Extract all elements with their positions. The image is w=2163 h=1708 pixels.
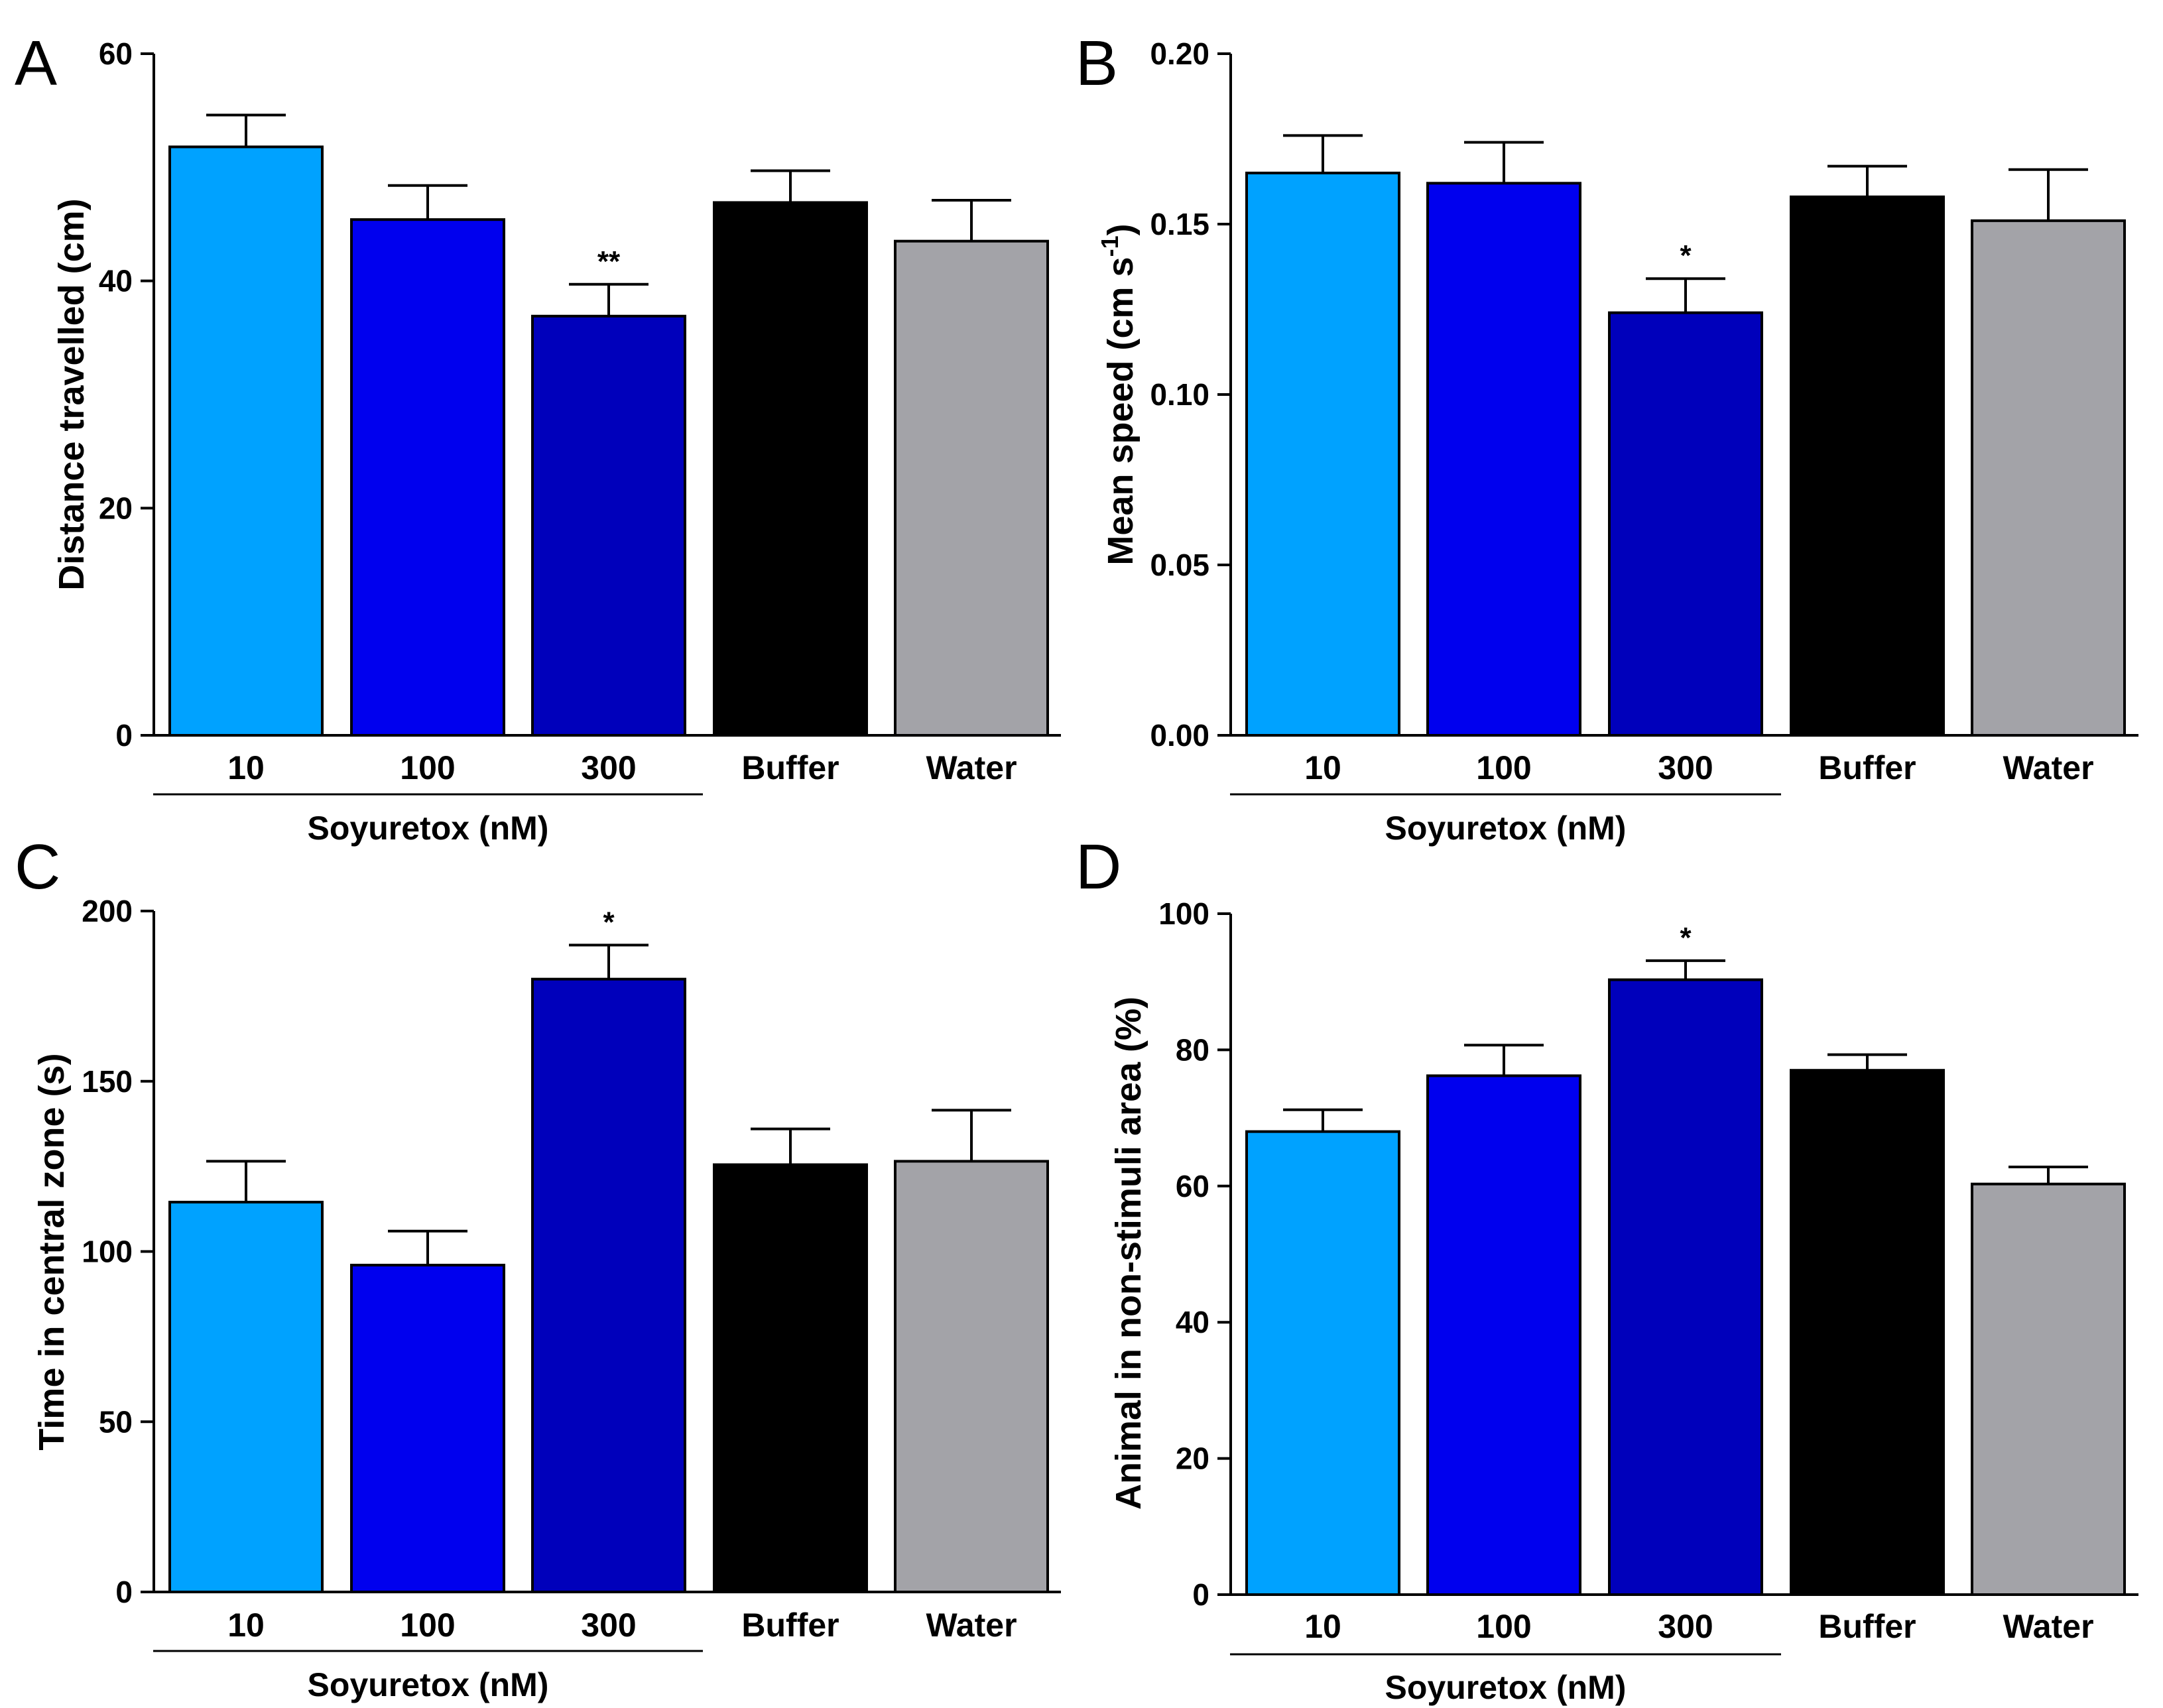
y-tick-label: 0.05 bbox=[1150, 548, 1209, 582]
x-category-label: Water bbox=[2003, 1608, 2093, 1645]
significance-mark: * bbox=[1680, 239, 1692, 272]
bar-10 bbox=[168, 1201, 324, 1593]
bar-300 bbox=[531, 977, 686, 1593]
y-tick-label: 80 bbox=[1176, 1032, 1209, 1067]
group-label: Soyuretox (nM) bbox=[1385, 1669, 1627, 1706]
significance-mark: ** bbox=[597, 245, 621, 278]
significance-mark: * bbox=[603, 906, 615, 938]
bar-water bbox=[1971, 219, 2126, 737]
bar-300 bbox=[1608, 311, 1763, 737]
panel-letter-b: B bbox=[1076, 28, 1118, 99]
x-category-label: 300 bbox=[581, 1607, 636, 1644]
bar-buffer bbox=[1790, 195, 1945, 737]
y-tick-label: 100 bbox=[1158, 896, 1209, 931]
bar-100 bbox=[1426, 182, 1581, 737]
panel-a: A 0 20 40 60 Distance travelled (cm) 10 100 ** 30… bbox=[15, 28, 1061, 847]
bar-100 bbox=[350, 1264, 505, 1594]
y-tick-label: 20 bbox=[99, 491, 133, 525]
bar-water bbox=[1971, 1182, 2126, 1596]
y-tick-label: 40 bbox=[1176, 1305, 1209, 1339]
y-axis-title: Animal in non-stimuli area (%) bbox=[1109, 997, 1148, 1510]
group-label: Soyuretox (nM) bbox=[308, 810, 549, 847]
x-category-label: 100 bbox=[1476, 1608, 1531, 1645]
x-category-label: Buffer bbox=[1818, 749, 1916, 786]
x-category-label: 100 bbox=[400, 749, 455, 786]
y-axis-title-superscript: -1 bbox=[1096, 235, 1123, 257]
panel-c: C 0 50 100 150 200 Time in central zone (s) 10 1… bbox=[15, 831, 1061, 1703]
x-category-label: Water bbox=[926, 1607, 1017, 1644]
group-label: Soyuretox (nM) bbox=[308, 1666, 549, 1703]
y-axis-title-end: ) bbox=[1101, 223, 1141, 235]
y-tick-label: 40 bbox=[99, 264, 133, 298]
x-category-label: 300 bbox=[1658, 749, 1713, 786]
y-tick-label: 200 bbox=[82, 894, 133, 928]
bar-buffer bbox=[713, 201, 868, 737]
significance-mark: * bbox=[1680, 922, 1692, 954]
x-category-label: 100 bbox=[1476, 749, 1531, 786]
x-category-label: 300 bbox=[581, 749, 636, 786]
panel-letter-d: D bbox=[1076, 831, 1121, 902]
bar-water bbox=[894, 1160, 1049, 1593]
bar-10 bbox=[168, 145, 324, 737]
x-category-label: 10 bbox=[1304, 1608, 1341, 1645]
x-category-label: Water bbox=[2003, 749, 2093, 786]
y-axis-title: Distance travelled (cm) bbox=[52, 198, 92, 590]
y-tick-label: 0.00 bbox=[1150, 718, 1209, 753]
y-tick-label: 50 bbox=[99, 1404, 133, 1439]
bar-300 bbox=[531, 314, 686, 737]
y-tick-label: 20 bbox=[1176, 1441, 1209, 1476]
bar-10 bbox=[1245, 1130, 1400, 1596]
bar-300 bbox=[1608, 978, 1763, 1596]
y-tick-label: 0.20 bbox=[1150, 36, 1209, 71]
x-category-label: 10 bbox=[227, 1607, 265, 1644]
y-axis-title: Mean speed (cm s-1) bbox=[1096, 223, 1141, 565]
y-tick-label: 0 bbox=[115, 1575, 133, 1609]
y-tick-label: 0.10 bbox=[1150, 377, 1209, 412]
bar-buffer bbox=[1790, 1069, 1945, 1596]
x-category-label: 10 bbox=[1304, 749, 1341, 786]
panel-b: B 0.00 0.05 0.10 0.15 0.20 Mean speed (cm s-1)… bbox=[1076, 28, 2138, 847]
panel-d: D 0 20 40 60 80 100 Animal in non-stimuli area … bbox=[1076, 831, 2138, 1706]
x-category-label: Buffer bbox=[741, 749, 839, 786]
x-category-label: Buffer bbox=[741, 1607, 839, 1644]
x-category-label: 10 bbox=[227, 749, 265, 786]
y-tick-label: 150 bbox=[82, 1064, 133, 1099]
bar-water bbox=[894, 239, 1049, 737]
x-category-label: 300 bbox=[1658, 1608, 1713, 1645]
panel-letter-a: A bbox=[15, 28, 57, 99]
y-tick-label: 0 bbox=[115, 718, 133, 753]
y-tick-label: 60 bbox=[1176, 1169, 1209, 1203]
y-tick-label: 60 bbox=[99, 36, 133, 71]
y-tick-label: 0.15 bbox=[1150, 207, 1209, 241]
x-category-label: Water bbox=[926, 749, 1017, 786]
bar-buffer bbox=[713, 1163, 868, 1593]
x-category-label: Buffer bbox=[1818, 1608, 1916, 1645]
panel-letter-c: C bbox=[15, 831, 60, 902]
bar-10 bbox=[1245, 171, 1400, 737]
x-category-label: 100 bbox=[400, 1607, 455, 1644]
y-tick-label: 100 bbox=[82, 1235, 133, 1269]
bar-100 bbox=[350, 218, 505, 737]
bar-100 bbox=[1426, 1074, 1581, 1596]
y-tick-label: 0 bbox=[1192, 1577, 1209, 1612]
y-axis-title: Time in central zone (s) bbox=[32, 1053, 72, 1450]
group-label: Soyuretox (nM) bbox=[1385, 810, 1627, 847]
